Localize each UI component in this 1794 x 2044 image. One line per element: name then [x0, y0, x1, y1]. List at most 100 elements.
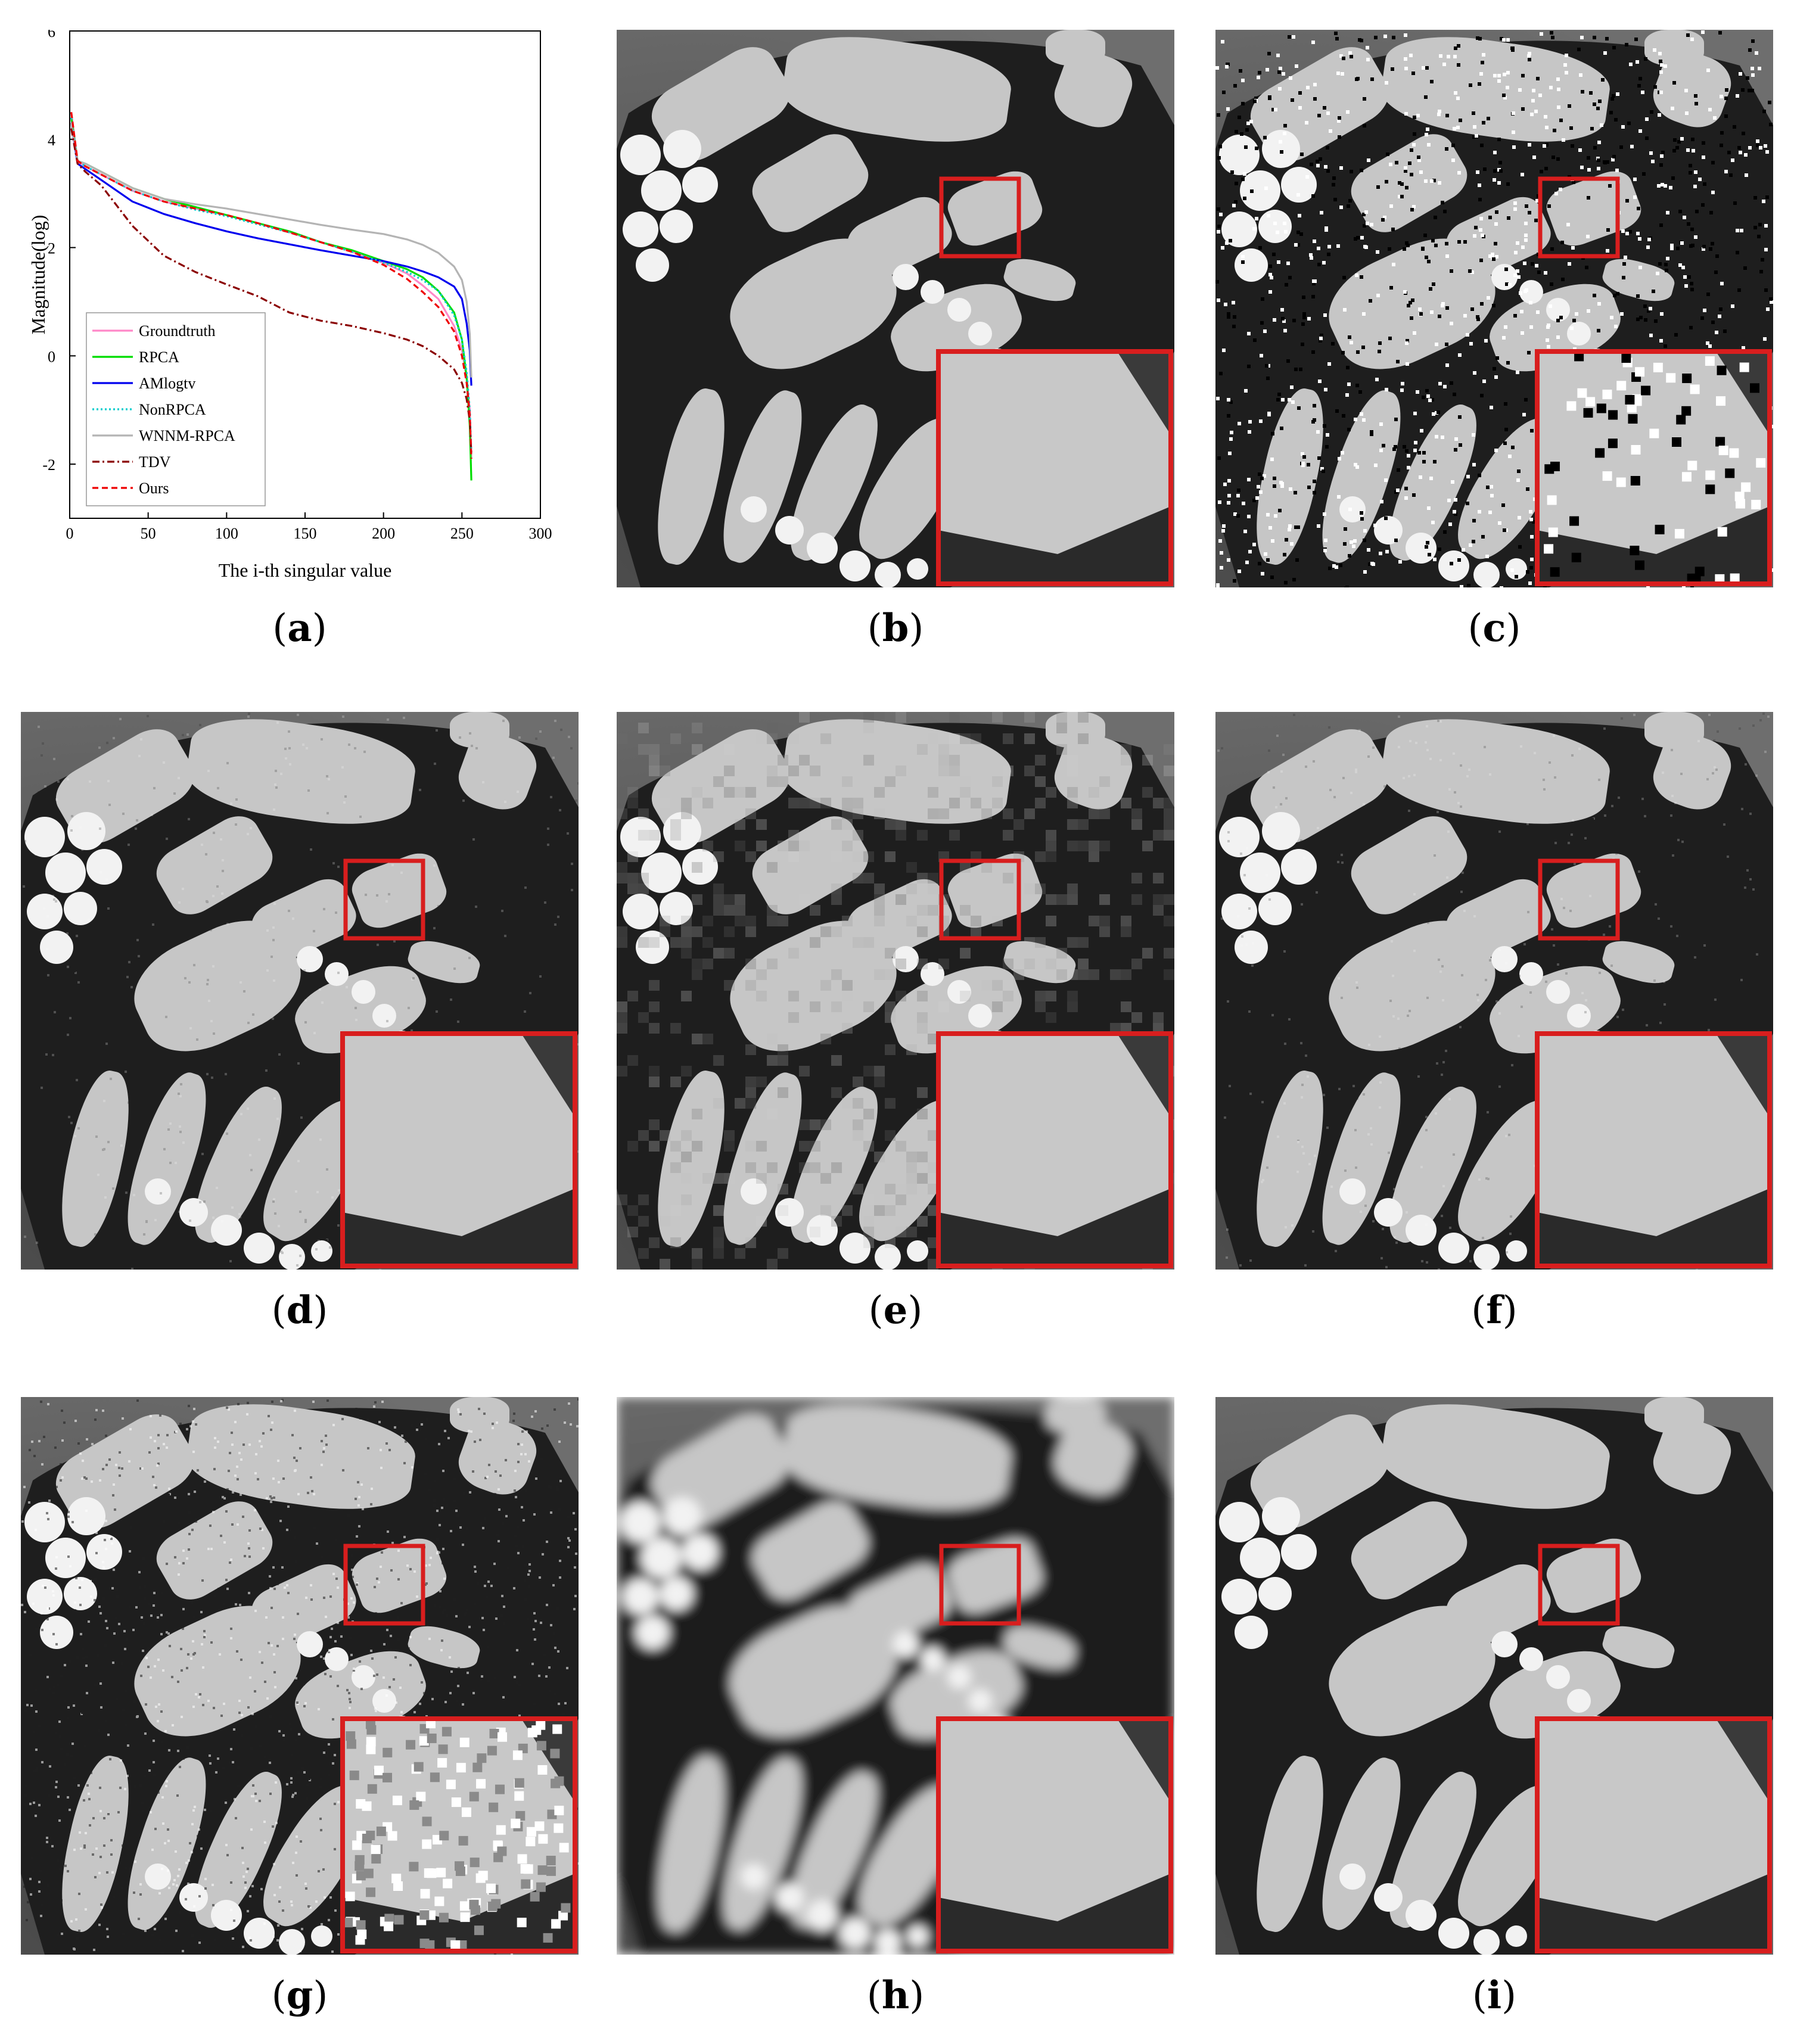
panel-d [21, 712, 579, 1270]
white-spot [893, 1631, 919, 1657]
white-spot [311, 1925, 332, 1947]
white-spot [875, 562, 901, 587]
white-spot [893, 264, 919, 290]
white-spot [45, 853, 86, 893]
wing-cell [782, 1404, 1011, 1509]
butterfly-image [21, 712, 579, 1270]
zoom-inset [1535, 1716, 1772, 1953]
x-axis-label: The i-th singular value [219, 559, 392, 581]
white-spot [179, 1198, 208, 1227]
panel-letter: h [881, 1973, 910, 2018]
panel-i [1215, 1397, 1773, 1955]
zoom-inset-frame [340, 1031, 577, 1268]
wing-cell [752, 1501, 869, 1600]
wing-cell [1054, 1418, 1133, 1495]
zoom-inset [1535, 349, 1772, 586]
white-spot [27, 894, 63, 929]
wing-cell [195, 1086, 282, 1243]
wing-cell [1329, 920, 1495, 1051]
white-spot [211, 1215, 242, 1246]
wing-cell [752, 816, 869, 914]
wing-cell [408, 941, 480, 984]
white-spot [947, 1665, 971, 1689]
white-spot [623, 894, 658, 929]
y-tick-label: 6 [48, 30, 55, 41]
white-spot [907, 1925, 928, 1947]
white-spot [40, 931, 73, 964]
white-spot [1374, 516, 1403, 545]
zoom-inset-frame [340, 1716, 577, 1953]
wing-cell [723, 1757, 802, 1930]
zoom-region-box [1538, 1544, 1620, 1626]
white-spot [211, 1900, 242, 1931]
noise-overlay [21, 1398, 579, 1955]
zoom-region-box [343, 858, 425, 941]
white-spot [921, 280, 944, 304]
white-spot [636, 931, 669, 964]
white-spot [24, 817, 65, 857]
white-spot [921, 1647, 944, 1671]
wing-cell [62, 1755, 129, 1933]
y-tick-label: 4 [48, 132, 55, 149]
butterfly-image [1215, 712, 1773, 1270]
white-spot [1546, 1665, 1570, 1689]
panel-a: 0 50 100 150 200 250 300 -2 0 2 4 6 The i-th singula… [21, 30, 579, 587]
wing-cell [458, 733, 537, 810]
zoom-inset-frame [1535, 1031, 1772, 1268]
wing-cell [1054, 51, 1133, 127]
wing-cell [134, 1606, 301, 1737]
wing-cell [1653, 1418, 1731, 1495]
white-spot [660, 892, 693, 925]
white-spot [1258, 210, 1292, 243]
white-spot [875, 1929, 901, 1955]
legend-label: NonRPCA [139, 401, 206, 418]
white-spot [636, 1616, 669, 1649]
white-spot [1473, 1244, 1500, 1270]
wing-cell [1351, 134, 1467, 232]
singular-value-chart: 0 50 100 150 200 250 300 -2 0 2 4 6 The i-th singula… [21, 30, 579, 587]
panel-letter: i [1487, 1973, 1502, 2018]
white-spot [1546, 980, 1570, 1004]
white-spot [1219, 1502, 1260, 1542]
butterfly-image [617, 712, 1174, 1270]
wing-cell [450, 1397, 509, 1433]
white-spot [682, 1534, 718, 1570]
white-spot [1281, 1534, 1317, 1570]
white-spot [893, 946, 919, 972]
white-spot [840, 1233, 870, 1264]
x-tick-label: 250 [450, 525, 474, 542]
white-spot [921, 962, 944, 986]
zoom-inset-frame [936, 1716, 1173, 1953]
white-spot [1221, 894, 1257, 929]
legend-label: AMlogtv [139, 375, 195, 392]
white-spot [1262, 812, 1300, 850]
x-tick-label: 50 [141, 525, 156, 542]
panel-b [617, 30, 1174, 587]
panel-caption: (b) [867, 606, 924, 651]
wing-cell [791, 404, 878, 561]
wing-cell [1389, 404, 1476, 561]
wing-cell [791, 1086, 878, 1243]
panel-caption: (d) [271, 1288, 328, 1333]
panel-caption: (e) [868, 1288, 923, 1333]
white-spot [145, 1863, 171, 1890]
wing-cell [1389, 1771, 1476, 1928]
panel-f [1215, 712, 1773, 1270]
white-spot [623, 1579, 658, 1614]
panel-c [1215, 30, 1773, 587]
white-spot [244, 1233, 275, 1264]
panel-e [617, 712, 1174, 1270]
white-spot [947, 980, 971, 1004]
series-group [70, 112, 472, 481]
white-spot [64, 892, 97, 925]
butterfly-image [21, 1397, 579, 1955]
white-spot [1221, 211, 1257, 247]
panel-letter: g [286, 1973, 313, 2018]
panel-caption: (c) [1467, 606, 1521, 651]
white-spot [1473, 562, 1500, 587]
butterfly-image [617, 1397, 1174, 1955]
butterfly-image [1215, 30, 1773, 587]
white-spot [1546, 298, 1570, 322]
white-spot [1506, 1240, 1527, 1262]
